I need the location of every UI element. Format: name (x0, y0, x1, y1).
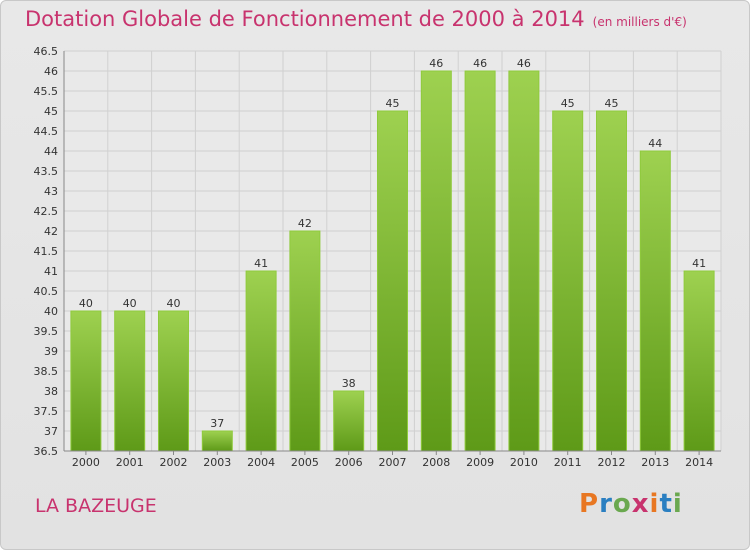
axis-layer: 36.5 37 37.5 38 38.5 39 39.5 40 40.5 41 41.5 42 42.5… (34, 45, 721, 469)
bar (464, 70, 496, 452)
bar (333, 390, 365, 452)
logo-letter: x (631, 489, 650, 519)
bar (683, 270, 715, 452)
bar (508, 70, 540, 452)
y-tick-label: 39.5 (34, 325, 59, 338)
y-tick-label: 40.5 (34, 285, 59, 298)
data-label: 45 (605, 97, 619, 110)
x-tick-label: 2002 (160, 456, 188, 469)
place-name: LA BAZEUGE (35, 495, 157, 517)
data-label: 40 (79, 297, 93, 310)
x-tick-label: 2000 (72, 456, 100, 469)
y-tick-label: 42.5 (34, 205, 59, 218)
x-tick-label: 2005 (291, 456, 319, 469)
data-label: 37 (210, 417, 224, 430)
y-tick-label: 38 (44, 385, 58, 398)
x-tick-label: 2007 (379, 456, 407, 469)
data-label: 41 (692, 257, 706, 270)
bar (114, 310, 146, 452)
x-tick-label: 2014 (685, 456, 713, 469)
y-tick-label: 42 (44, 225, 58, 238)
bar (377, 110, 408, 452)
x-tick-label: 2001 (116, 456, 144, 469)
y-tick-label: 45 (44, 105, 58, 118)
y-tick-label: 41 (44, 265, 58, 278)
x-tick-label: 2008 (422, 456, 450, 469)
logo-letter: o (612, 489, 632, 519)
y-tick-label: 45.5 (34, 85, 59, 98)
y-tick-label: 39 (44, 345, 58, 358)
y-tick-label: 44 (44, 145, 58, 158)
data-label: 46 (429, 57, 443, 70)
title-text: Dotation Globale de Fonctionnement de 20… (25, 7, 585, 31)
bar (639, 150, 671, 452)
logo-letter: P (579, 489, 600, 519)
x-tick-label: 2006 (335, 456, 363, 469)
bar (552, 110, 584, 452)
data-label: 45 (561, 97, 575, 110)
y-tick-label: 46.5 (34, 45, 59, 58)
data-label: 44 (648, 137, 662, 150)
data-label: 46 (517, 57, 531, 70)
x-tick-label: 2009 (466, 456, 494, 469)
logo-letter: r (599, 489, 613, 519)
y-tick-label: 38.5 (34, 365, 59, 378)
x-tick-label: 2010 (510, 456, 538, 469)
proxiti-logo: Proxiti (579, 489, 683, 519)
bar (289, 230, 321, 452)
chart-subtitle: (en milliers d'€) (592, 15, 687, 29)
logo-letter: i (672, 489, 683, 519)
x-tick-label: 2003 (203, 456, 231, 469)
data-label: 45 (386, 97, 400, 110)
y-tick-label: 37.5 (34, 405, 59, 418)
logo-letter: i (649, 489, 660, 519)
y-tick-label: 46 (44, 65, 58, 78)
logo-letter: t (659, 489, 673, 519)
bar (596, 110, 627, 452)
y-tick-label: 44.5 (34, 125, 59, 138)
y-tick-label: 43.5 (34, 165, 59, 178)
y-tick-label: 43 (44, 185, 58, 198)
y-tick-label: 41.5 (34, 245, 59, 258)
data-label: 38 (342, 377, 356, 390)
bar (420, 70, 452, 452)
bar (201, 430, 233, 452)
x-tick-label: 2011 (554, 456, 582, 469)
data-label: 42 (298, 217, 312, 230)
data-label: 40 (167, 297, 181, 310)
x-tick-label: 2004 (247, 456, 275, 469)
data-label: 40 (123, 297, 137, 310)
y-tick-label: 40 (44, 305, 58, 318)
bar (70, 310, 102, 452)
bar (158, 310, 189, 452)
y-tick-label: 37 (44, 425, 58, 438)
y-tick-label: 36.5 (34, 445, 59, 458)
x-tick-label: 2012 (598, 456, 626, 469)
data-label: 41 (254, 257, 268, 270)
x-tick-label: 2013 (641, 456, 669, 469)
chart-title: Dotation Globale de Fonctionnement de 20… (25, 7, 687, 31)
data-label: 46 (473, 57, 487, 70)
bar (245, 270, 277, 452)
